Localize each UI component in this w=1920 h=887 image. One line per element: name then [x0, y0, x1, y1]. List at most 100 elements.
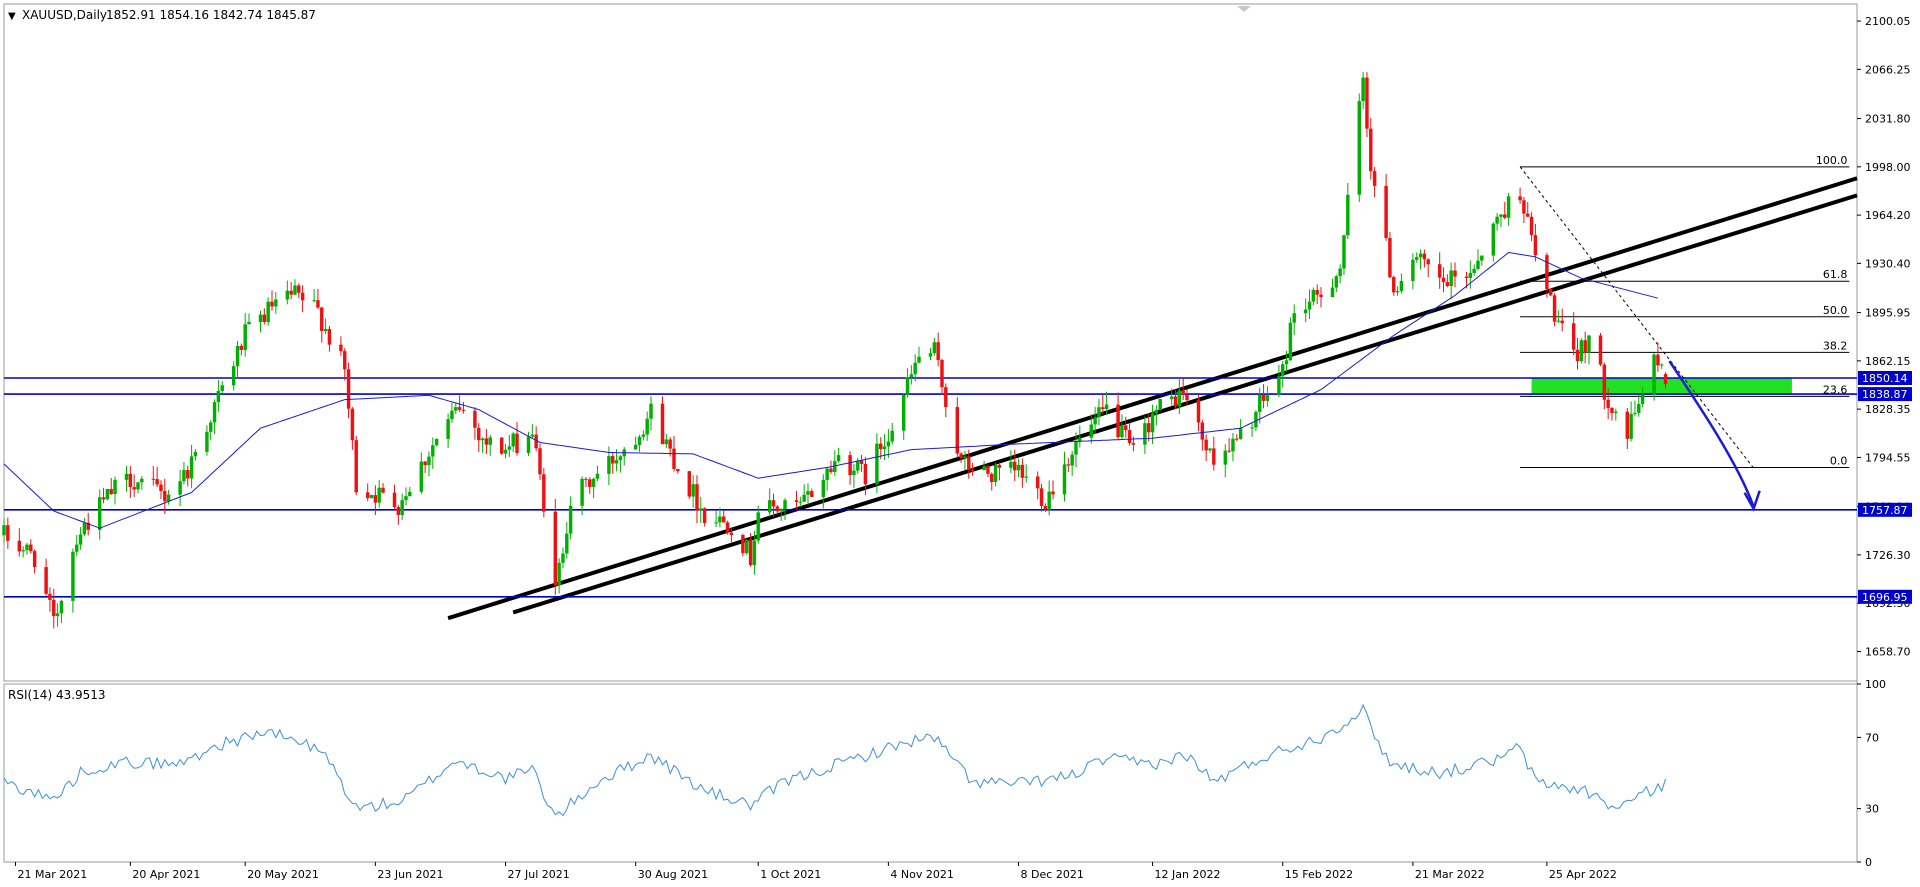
- candle-body: [722, 516, 726, 523]
- candle: [538, 443, 542, 480]
- candle: [6, 517, 10, 549]
- candle-body: [1526, 213, 1530, 217]
- candle-body: [633, 444, 638, 450]
- candle-body: [1039, 488, 1044, 507]
- candle-body: [1606, 399, 1610, 408]
- candle-body: [568, 505, 573, 534]
- candle-body: [591, 478, 596, 487]
- candle: [32, 549, 37, 574]
- candle: [940, 358, 944, 395]
- candle: [1571, 312, 1576, 356]
- candle-body: [1503, 214, 1507, 218]
- candle-body: [1124, 425, 1128, 431]
- candle: [1338, 264, 1342, 284]
- candle-body: [1556, 320, 1561, 322]
- fib-level-label: 38.2: [1823, 339, 1848, 352]
- scroll-shift-marker[interactable]: [1237, 6, 1251, 12]
- candle-body: [1066, 464, 1071, 466]
- candle-body: [136, 482, 140, 490]
- candle-body: [1062, 464, 1067, 495]
- candle: [151, 466, 156, 486]
- candle-body: [339, 344, 343, 352]
- candle: [1078, 425, 1082, 448]
- x-tick-label: 27 Jul 2021: [508, 868, 570, 881]
- trendline[interactable]: [512, 193, 1858, 615]
- symbol-menu-icon[interactable]: ▼: [8, 11, 16, 22]
- candle: [641, 430, 646, 441]
- candle-body: [1284, 360, 1289, 365]
- candle-body: [1637, 403, 1641, 413]
- candle: [1066, 457, 1071, 473]
- candle: [1660, 363, 1664, 370]
- candle-body: [1392, 277, 1396, 293]
- candle-body: [595, 473, 600, 479]
- candle-body: [1602, 364, 1607, 400]
- trendline[interactable]: [447, 176, 1858, 621]
- candle-body: [767, 500, 772, 513]
- candle-body: [1441, 277, 1446, 283]
- supply-zone[interactable]: [1531, 378, 1792, 395]
- candle: [419, 452, 424, 494]
- candle: [1372, 166, 1377, 198]
- x-tick-label: 15 Feb 2022: [1285, 868, 1353, 881]
- candle-body: [212, 402, 217, 423]
- y-tick-label: 1828.35: [1865, 403, 1911, 416]
- candle-body: [21, 550, 25, 552]
- candle: [1633, 400, 1637, 417]
- candle-body: [29, 544, 33, 552]
- x-tick-label: 20 May 2021: [247, 868, 319, 881]
- y-tick-label: 1658.70: [1865, 645, 1911, 658]
- candle-body: [886, 441, 891, 447]
- candle: [408, 486, 412, 497]
- candle-body: [940, 360, 944, 388]
- candle: [105, 488, 110, 501]
- candle-body: [2, 525, 6, 536]
- candle: [702, 507, 707, 527]
- candle-body: [676, 469, 680, 472]
- candle-body: [614, 460, 619, 464]
- candle-body: [641, 434, 646, 437]
- candle: [1334, 274, 1339, 293]
- candle: [660, 396, 665, 445]
- candle-body: [1173, 396, 1178, 407]
- candle: [852, 464, 856, 488]
- candle-body: [1254, 411, 1258, 428]
- candle-body: [1227, 450, 1231, 452]
- candle: [1468, 260, 1473, 289]
- candle-body: [454, 407, 458, 411]
- candle-body: [266, 301, 270, 322]
- price-tag: 1757.87: [1858, 502, 1912, 517]
- candle: [484, 428, 489, 454]
- candle-body: [1445, 282, 1450, 287]
- candle-body: [473, 410, 477, 428]
- candle-body: [6, 525, 10, 541]
- x-tick-label: 12 Jan 2022: [1155, 868, 1221, 881]
- candle-body: [1200, 422, 1205, 440]
- candle-body: [1070, 454, 1074, 466]
- candle: [1533, 223, 1538, 262]
- candle-body: [343, 351, 347, 370]
- candle-body: [1261, 394, 1266, 401]
- candle-body: [1131, 443, 1136, 445]
- candle: [970, 462, 975, 476]
- ohlc-readout: 1852.91 1854.16 1842.74 1845.87: [106, 8, 316, 22]
- candle: [928, 348, 933, 360]
- candle-body: [668, 439, 672, 449]
- candle: [1127, 422, 1132, 446]
- candle: [1365, 72, 1369, 138]
- candle: [745, 539, 749, 556]
- candle-body: [848, 455, 852, 476]
- candle: [189, 444, 194, 489]
- candle: [1518, 187, 1522, 204]
- candle-body: [327, 328, 332, 345]
- candle: [216, 379, 221, 412]
- candle: [1441, 267, 1446, 293]
- candle-body: [993, 464, 998, 482]
- candle: [821, 474, 826, 509]
- candle: [312, 289, 316, 303]
- forecast-arrow[interactable]: [1668, 360, 1755, 508]
- candle: [611, 452, 615, 474]
- candle: [1476, 249, 1480, 271]
- candle-body: [365, 492, 370, 499]
